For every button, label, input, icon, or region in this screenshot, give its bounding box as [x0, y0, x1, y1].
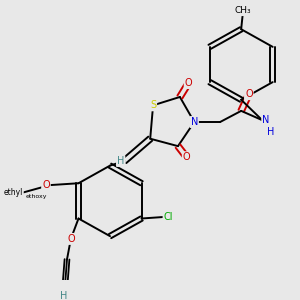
Text: O: O — [42, 180, 50, 190]
Text: N: N — [190, 117, 198, 127]
Text: H: H — [60, 292, 68, 300]
Text: Cl: Cl — [164, 212, 173, 222]
Text: O: O — [185, 78, 192, 88]
Text: H: H — [117, 156, 124, 166]
Text: O: O — [183, 152, 190, 162]
Text: ethyl: ethyl — [4, 188, 23, 197]
Text: S: S — [150, 100, 156, 110]
Text: O: O — [67, 234, 75, 244]
Text: O: O — [245, 89, 253, 99]
Text: H: H — [267, 127, 274, 137]
Text: CH₃: CH₃ — [235, 6, 251, 15]
Text: N: N — [262, 115, 270, 125]
Text: ethoxy: ethoxy — [26, 194, 47, 199]
